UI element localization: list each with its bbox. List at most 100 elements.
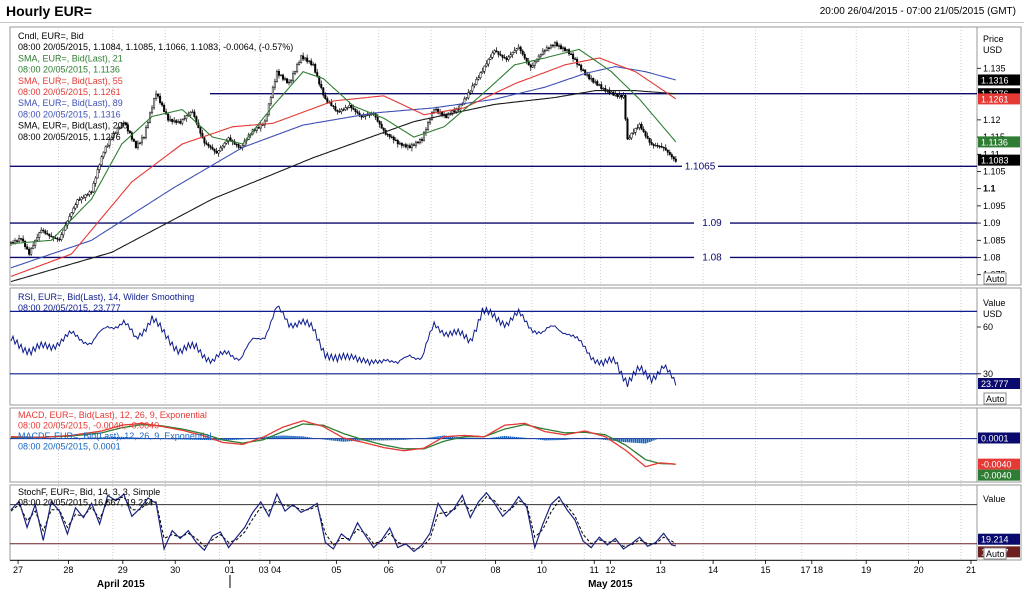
candle-body <box>322 87 325 96</box>
candle-body <box>642 128 645 132</box>
x-axis-day-label: 11 <box>590 565 599 575</box>
candle <box>414 140 417 149</box>
candle <box>386 132 389 138</box>
candle-body <box>519 46 522 52</box>
price-legend-line: Cndl, EUR=, Bid <box>18 31 84 41</box>
sma89-line <box>10 66 676 269</box>
auto-button[interactable]: Auto <box>983 547 1007 560</box>
candle-body <box>183 118 186 120</box>
candle <box>632 128 635 135</box>
candle <box>431 111 434 121</box>
auto-button-box <box>983 547 1007 560</box>
candle-body <box>88 191 91 195</box>
candle <box>517 44 520 50</box>
candle-body <box>285 78 289 84</box>
x-axis-day-label: 17 18 <box>801 565 824 575</box>
candle <box>271 85 274 99</box>
candle <box>410 142 413 152</box>
price-legend-line: 08:00 20/05/2015, 1.1316 <box>18 109 121 119</box>
x-axis-day-label: 20 <box>914 565 924 575</box>
candle-body <box>366 114 369 116</box>
candle <box>169 115 172 122</box>
candle <box>322 86 325 98</box>
axis-header-value: Value <box>983 494 1005 504</box>
candle <box>602 87 605 91</box>
x-axis-day-label: 15 <box>760 565 770 575</box>
candle <box>102 151 105 160</box>
candle-body <box>128 130 131 134</box>
candle-body <box>189 112 192 116</box>
price-tick-label: 1.085 <box>983 235 1006 245</box>
candle <box>80 196 83 204</box>
candle-body <box>602 88 605 90</box>
value-tag-bg <box>978 74 1020 86</box>
candle-body <box>511 52 514 56</box>
candle-body <box>547 47 550 49</box>
candle-body <box>134 140 137 149</box>
candle <box>368 113 371 119</box>
price-legend-line: SMA, EUR=, Bid(Last), 21 <box>18 53 123 63</box>
candle <box>20 237 23 242</box>
candle <box>378 120 381 128</box>
candle <box>215 147 218 154</box>
date-range: 20:00 26/04/2015 - 07:00 21/05/2015 (GMT… <box>819 6 1016 17</box>
auto-button[interactable]: Auto <box>983 392 1007 405</box>
price-legend-line: 08:00 20/05/2015, 1.1136 <box>18 65 120 75</box>
candle <box>622 92 625 99</box>
chart-canvas[interactable]: 1.1351.121.1151.111.1051.11.0951.091.085… <box>0 22 1024 603</box>
candle <box>124 121 127 126</box>
candle-body <box>144 127 147 138</box>
candle-body <box>580 64 583 71</box>
candle <box>465 96 468 101</box>
candle <box>412 143 415 147</box>
candle <box>598 83 601 87</box>
candle-body <box>668 151 671 155</box>
candle <box>616 93 619 99</box>
candle-body <box>616 93 619 98</box>
candle-body <box>215 150 218 154</box>
candle-body <box>94 177 97 184</box>
candle <box>48 233 51 240</box>
candle <box>447 112 450 119</box>
candle-body <box>118 127 121 129</box>
candle-body <box>348 104 351 108</box>
candle <box>167 113 170 123</box>
candle-body <box>451 110 454 115</box>
candle <box>22 235 25 243</box>
candle-body <box>265 114 268 122</box>
candle <box>636 124 639 130</box>
candle <box>614 90 617 97</box>
candle <box>648 137 651 146</box>
candle <box>654 142 657 147</box>
candle-body <box>120 122 123 129</box>
candle-body <box>173 120 176 123</box>
candle <box>400 142 403 149</box>
candle <box>28 246 31 257</box>
candle-body <box>298 62 301 65</box>
candle <box>205 140 208 146</box>
candle-body <box>76 199 79 205</box>
candle <box>183 115 186 121</box>
candle-body <box>644 131 647 137</box>
candle-body <box>122 122 125 125</box>
auto-button[interactable]: Auto <box>983 272 1007 285</box>
candle-body <box>205 142 208 145</box>
candle-body <box>656 145 659 147</box>
level-line: 1.08 <box>10 251 977 263</box>
candle-body <box>42 229 45 232</box>
level-label: 1.09 <box>702 218 722 229</box>
candle-body <box>344 107 347 110</box>
value-tag-bg <box>978 533 1020 545</box>
candle-body <box>159 95 162 103</box>
auto-button-label: Auto <box>986 549 1005 559</box>
candle <box>209 144 212 150</box>
candle-body <box>364 115 367 117</box>
candle <box>557 43 560 50</box>
candle-body <box>537 55 540 61</box>
candle-body <box>227 137 230 142</box>
candle-body <box>378 121 381 125</box>
price-tick-label: 1.105 <box>983 166 1006 176</box>
candle <box>467 88 470 100</box>
candle-body <box>551 44 554 47</box>
candle-body <box>126 124 129 132</box>
